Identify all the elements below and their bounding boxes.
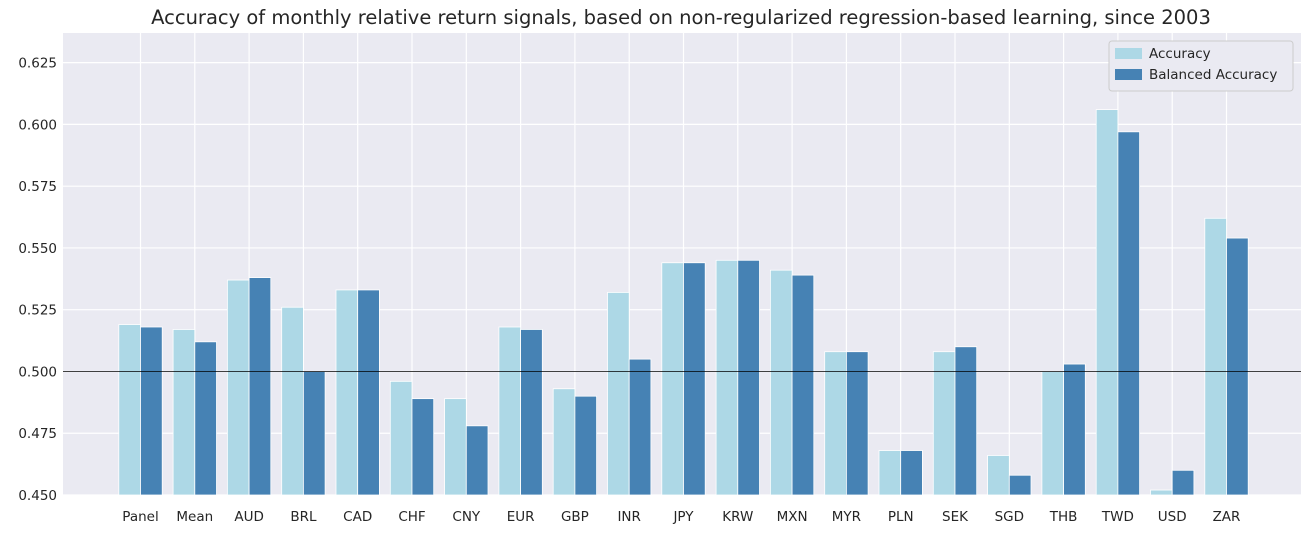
bar-accuracy-sek: [932, 351, 956, 496]
x-tick-label: THB: [1049, 509, 1078, 525]
bar-balanced-accuracy-thb: [1063, 363, 1086, 496]
bar-accuracy-twd: [1095, 109, 1119, 496]
x-axis: Panel Mean AUD BRL CAD CHF CNY EUR GBP INR JPY KRW M…: [122, 509, 1240, 525]
bars: [118, 109, 1249, 496]
x-tick-label: TWD: [1101, 509, 1134, 525]
y-tick-label: 0.500: [18, 364, 57, 380]
y-tick-label: 0.625: [18, 56, 57, 72]
x-tick-label: JPY: [672, 509, 694, 525]
x-tick-label: EUR: [507, 509, 535, 525]
y-tick-label: 0.550: [18, 241, 57, 257]
legend: Accuracy Balanced Accuracy: [1108, 40, 1294, 92]
x-tick-label: MYR: [832, 509, 861, 525]
x-tick-label: GBP: [561, 509, 589, 525]
bar-balanced-accuracy-cny: [465, 425, 489, 496]
x-tick-label: CAD: [343, 509, 372, 525]
bar-accuracy-cad: [335, 289, 359, 496]
bar-accuracy-mean: [172, 329, 196, 496]
y-axis: 0.450 0.475 0.500 0.525 0.550 0.575 0.600 0.625: [18, 56, 57, 504]
bar-balanced-accuracy-sgd: [1008, 474, 1032, 496]
y-tick-label: 0.475: [18, 426, 57, 442]
x-tick-label: BRL: [290, 509, 317, 525]
bar-balanced-accuracy-mxn: [791, 274, 815, 496]
bar-accuracy-aud: [226, 279, 250, 496]
x-tick-label: PLN: [888, 509, 914, 525]
bar-balanced-accuracy-gbp: [574, 395, 598, 496]
chart-title: Accuracy of monthly relative return sign…: [151, 6, 1211, 29]
bar-balanced-accuracy-usd: [1171, 469, 1195, 496]
bar-balanced-accuracy-panel: [140, 326, 163, 496]
bar-balanced-accuracy-sek: [954, 346, 978, 496]
x-tick-label: SEK: [942, 509, 969, 525]
bar-balanced-accuracy-twd: [1117, 131, 1141, 496]
bar-accuracy-myr: [824, 351, 847, 496]
y-tick-label: 0.600: [18, 117, 57, 133]
x-tick-label: INR: [617, 509, 640, 525]
y-tick-label: 0.525: [18, 303, 57, 319]
legend-swatch: [1115, 48, 1142, 59]
bar-balanced-accuracy-pln: [900, 450, 923, 496]
x-tick-label: MXN: [777, 509, 808, 525]
bar-balanced-accuracy-zar: [1226, 237, 1249, 496]
bar-balanced-accuracy-myr: [846, 351, 869, 496]
x-tick-label: Panel: [122, 509, 158, 525]
bar-balanced-accuracy-brl: [302, 371, 326, 496]
bar-balanced-accuracy-aud: [248, 277, 272, 496]
x-tick-label: KRW: [722, 509, 753, 525]
legend-box: [1108, 40, 1294, 92]
bar-accuracy-brl: [281, 306, 304, 496]
legend-label: Balanced Accuracy: [1149, 67, 1277, 83]
bar-accuracy-cny: [444, 398, 467, 496]
x-tick-label: SGD: [995, 509, 1024, 525]
bar-accuracy-panel: [118, 324, 141, 496]
bar-accuracy-thb: [1041, 371, 1065, 496]
bar-balanced-accuracy-mean: [194, 341, 217, 496]
bar-accuracy-usd: [1150, 489, 1173, 496]
bar-accuracy-zar: [1204, 217, 1227, 496]
bar-balanced-accuracy-jpy: [683, 262, 706, 496]
bar-accuracy-inr: [607, 292, 630, 496]
bar-balanced-accuracy-eur: [520, 329, 543, 496]
bar-accuracy-sgd: [987, 455, 1010, 496]
x-tick-label: ZAR: [1213, 509, 1241, 525]
bar-accuracy-krw: [715, 259, 739, 496]
x-tick-label: CHF: [398, 509, 425, 525]
bar-balanced-accuracy-inr: [628, 358, 652, 496]
bar-accuracy-gbp: [552, 388, 576, 496]
legend-label: Accuracy: [1149, 46, 1211, 62]
y-tick-label: 0.575: [18, 179, 57, 195]
bar-accuracy-jpy: [661, 262, 684, 496]
bar-accuracy-mxn: [770, 269, 793, 496]
x-tick-label: CNY: [452, 509, 481, 525]
x-tick-label: USD: [1158, 509, 1187, 525]
bar-accuracy-pln: [878, 450, 902, 496]
bar-balanced-accuracy-cad: [357, 289, 380, 496]
bar-accuracy-chf: [389, 380, 413, 496]
x-tick-label: Mean: [176, 509, 213, 525]
bar-accuracy-eur: [498, 326, 521, 496]
bar-balanced-accuracy-krw: [737, 259, 760, 496]
x-tick-label: AUD: [234, 509, 264, 525]
y-tick-label: 0.450: [18, 488, 57, 504]
legend-swatch: [1115, 69, 1142, 80]
bar-balanced-accuracy-chf: [411, 398, 435, 496]
